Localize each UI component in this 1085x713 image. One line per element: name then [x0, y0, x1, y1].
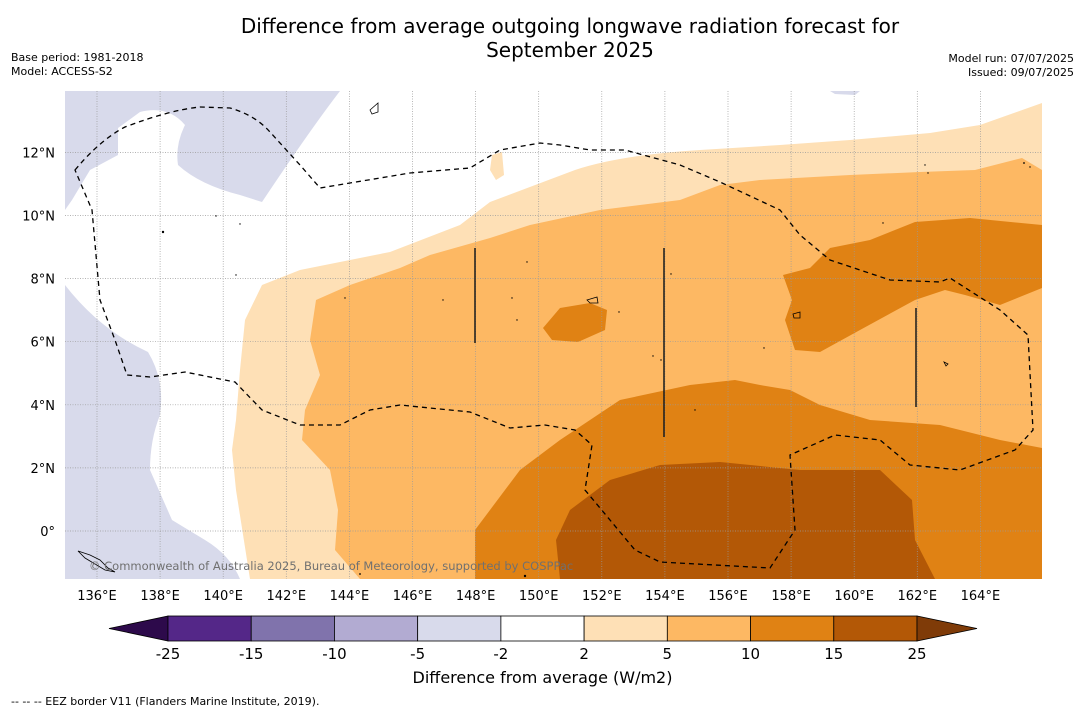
- metadata-right: Model run: 07/07/2025 Issued: 09/07/2025: [948, 52, 1074, 80]
- islet-dots: [161, 162, 1031, 578]
- longitude-label: 152°E: [582, 589, 622, 604]
- colorbar-extend-high: [916, 615, 978, 642]
- colorbar-tick-label: 25: [907, 645, 926, 663]
- issued-date: Issued: 09/07/2025: [967, 66, 1074, 79]
- negative-anomaly-region-ne: [830, 91, 860, 95]
- latitude-labels: 12°N 10°N 8°N 6°N 4°N 2°N 0°: [22, 146, 55, 540]
- colorbar-extend-low: [108, 615, 169, 642]
- colorbar-label: Difference from average (W/m2): [412, 668, 673, 687]
- anomaly-band-10-15: [783, 218, 1042, 352]
- longitude-label: 148°E: [456, 589, 496, 604]
- latitude-label: 2°N: [31, 462, 56, 477]
- colorbar-bin: [334, 615, 419, 642]
- colorbar-tick-label: 15: [824, 645, 843, 663]
- longitude-label: 156°E: [708, 589, 748, 604]
- longitude-label: 150°E: [519, 589, 559, 604]
- longitude-label: 154°E: [645, 589, 685, 604]
- colorbar-bin: [417, 615, 502, 642]
- longitude-label: 160°E: [834, 589, 874, 604]
- latitude-label: 6°N: [31, 336, 56, 351]
- latitude-label: 10°N: [22, 210, 55, 225]
- longitude-label: 140°E: [203, 589, 243, 604]
- latitude-label: 4°N: [31, 399, 56, 414]
- colorbar-bin: [750, 615, 835, 642]
- title-line-2: September 2025: [486, 38, 654, 62]
- base-period: Base period: 1981-2018: [11, 51, 144, 64]
- longitude-label: 164°E: [961, 589, 1001, 604]
- colorbar-bin: [833, 615, 918, 642]
- anomaly-band-15-25: [556, 462, 935, 579]
- anomaly-patch-10-15-small: [543, 303, 607, 342]
- latitude-label: 12°N: [22, 146, 55, 161]
- colorbar-tick-label: 5: [663, 645, 673, 663]
- eez-border-north: [74, 106, 1034, 569]
- negative-anomaly-region-nw: [65, 91, 340, 210]
- colorbar-bin: [583, 615, 668, 642]
- longitude-labels: 136°E 138°E 140°E 142°E 144°E 146°E 148°E 150°E…: [77, 589, 1000, 604]
- colorbar-tick-label: -2: [493, 645, 508, 663]
- latitude-label: 8°N: [31, 273, 56, 288]
- title-line-1: Difference from average outgoing longwav…: [240, 14, 900, 38]
- colorbar-bin: [666, 615, 751, 642]
- island-outlines: [77, 102, 949, 573]
- colorbar-tick-label: 10: [741, 645, 760, 663]
- latitude-label: 0°: [40, 525, 55, 540]
- colorbar-tick-label: -5: [410, 645, 425, 663]
- footer-note: -- -- -- EEZ border V11 (Flanders Marine…: [11, 695, 320, 708]
- longitude-label: 162°E: [898, 589, 938, 604]
- colorbar-tick-label: -15: [239, 645, 264, 663]
- colorbar: -25 -15 -10 -5 -2 2 5 10 15 25: [108, 615, 978, 663]
- anomaly-patch-2-5-small: [490, 152, 504, 180]
- colorbar-bin: [250, 615, 335, 642]
- model-run: Model run: 07/07/2025: [948, 52, 1074, 65]
- model-name: Model: ACCESS-S2: [11, 65, 113, 78]
- copyright-notice: © Commonwealth of Australia 2025, Bureau…: [89, 559, 573, 573]
- colorbar-bin: [167, 615, 252, 642]
- longitude-label: 144°E: [330, 589, 370, 604]
- map-plot-area: [65, 91, 1042, 579]
- colorbar-tick-label: 2: [579, 645, 589, 663]
- longitude-label: 146°E: [393, 589, 433, 604]
- gridlines: [65, 91, 1042, 579]
- negative-anomaly-region-sw: [65, 285, 240, 579]
- longitude-label: 138°E: [140, 589, 180, 604]
- longitude-label: 142°E: [267, 589, 307, 604]
- longitude-label: 158°E: [771, 589, 811, 604]
- metadata-left: Base period: 1981-2018 Model: ACCESS-S2: [11, 51, 143, 79]
- map-title: Difference from average outgoing longwav…: [0, 14, 1085, 62]
- longitude-label: 136°E: [77, 589, 117, 604]
- colorbar-bin: [500, 615, 585, 642]
- colorbar-tick-label: -10: [322, 645, 347, 663]
- colorbar-tick-label: -25: [156, 645, 181, 663]
